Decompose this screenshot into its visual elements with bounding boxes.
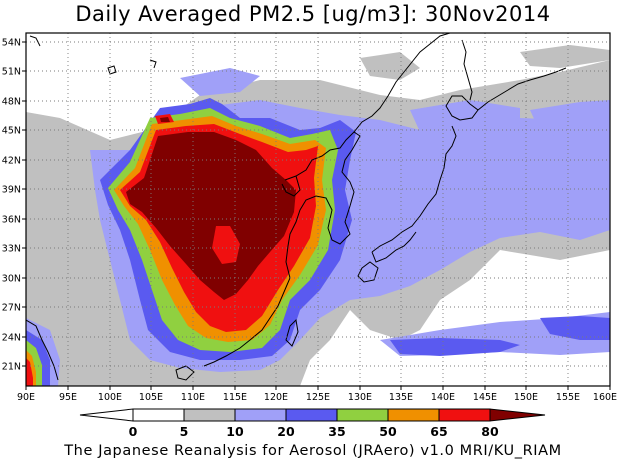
lon-label: 95E <box>59 392 77 403</box>
colorbar-swatch <box>438 408 491 422</box>
lon-label: 135E <box>389 392 413 403</box>
colorbar-swatch <box>387 408 440 422</box>
coastlines <box>26 33 567 381</box>
lat-label: 42N <box>2 156 21 167</box>
field-80-plus <box>126 117 296 300</box>
colorbar-swatch <box>132 408 185 422</box>
lat-label: 48N <box>2 97 21 108</box>
lat-label: 27N <box>2 303 21 314</box>
tick-marks <box>22 41 611 390</box>
lon-label: 150E <box>514 392 538 403</box>
colorbar-label: 35 <box>328 424 345 439</box>
lon-label: 90E <box>17 392 35 403</box>
colorbar-swatch <box>336 408 389 422</box>
colorbar-swatch <box>183 408 236 422</box>
lat-label: 45N <box>2 126 21 137</box>
lon-label: 120E <box>264 392 288 403</box>
lon-label: 130E <box>348 392 372 403</box>
lat-label: 54N <box>2 38 21 49</box>
lat-label: 24N <box>2 333 21 344</box>
pm25-field <box>26 33 610 386</box>
lon-label: 140E <box>431 392 455 403</box>
lon-label: 100E <box>98 392 122 403</box>
lat-labels: 54N 51N 48N 45N 42N 39N 36N 33N 30N 27N … <box>2 38 21 373</box>
colorbar-max-arrow <box>489 408 546 422</box>
colorbar <box>79 408 546 422</box>
lat-label: 30N <box>2 274 21 285</box>
lon-label: 105E <box>139 392 163 403</box>
colorbar-label: 10 <box>226 424 244 439</box>
graticule <box>26 33 610 386</box>
colorbar-swatch <box>285 408 338 422</box>
colorbar-swatch <box>234 408 287 422</box>
lon-label: 155E <box>556 392 580 403</box>
lon-label: 125E <box>306 392 330 403</box>
lat-label: 33N <box>2 244 21 255</box>
lat-label: 21N <box>2 362 21 373</box>
colorbar-label: 80 <box>481 424 499 439</box>
lon-label: 115E <box>223 392 247 403</box>
colorbar-label: 0 <box>129 424 138 439</box>
lat-label: 51N <box>2 67 21 78</box>
colorbar-label: 5 <box>180 424 189 439</box>
colorbar-label: 50 <box>379 424 397 439</box>
lon-label: 160E <box>593 392 617 403</box>
lon-labels: 90E 95E 100E 105E 110E 115E 120E 125E 13… <box>17 392 617 403</box>
colorbar-label: 65 <box>430 424 447 439</box>
lon-label: 145E <box>473 392 497 403</box>
lat-label: 39N <box>2 185 21 196</box>
colorbar-labels: 0 5 10 20 35 50 65 80 <box>129 424 499 439</box>
lon-label: 110E <box>181 392 205 403</box>
colorbar-min-arrow <box>79 408 134 422</box>
map-title: Daily Averaged PM2.5 [ug/m3]: 30Nov2014 <box>75 2 551 26</box>
colorbar-label: 20 <box>277 424 295 439</box>
footer-credit: The Japanese Reanalysis for Aerosol (JRA… <box>64 443 562 459</box>
lat-label: 36N <box>2 215 21 226</box>
